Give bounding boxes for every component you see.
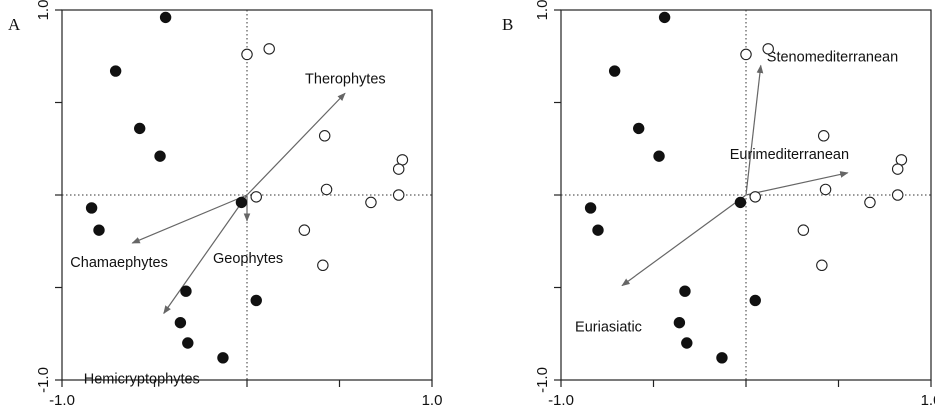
point-open bbox=[250, 191, 263, 203]
arrow-label-therophytes: Therophytes bbox=[305, 71, 386, 87]
point-open bbox=[320, 183, 333, 196]
point-filled bbox=[159, 11, 172, 24]
point-filled bbox=[134, 122, 146, 135]
point-open bbox=[241, 48, 253, 61]
point-filled bbox=[217, 352, 229, 364]
point-filled bbox=[180, 285, 192, 297]
point-open bbox=[817, 130, 830, 142]
point-filled bbox=[658, 11, 671, 24]
point-open bbox=[816, 259, 828, 272]
arrow-label-stenomediterranean: Stenomediterranean bbox=[767, 50, 898, 66]
y-tick-label: 1.0 bbox=[35, 0, 52, 20]
point-open bbox=[365, 196, 377, 209]
point-open bbox=[318, 130, 331, 142]
arrow-label-geophytes: Geophytes bbox=[213, 251, 283, 267]
arrow-chamaephytes bbox=[131, 194, 248, 244]
point-filled bbox=[608, 65, 621, 77]
x-tick-label: -1.0 bbox=[548, 392, 574, 409]
point-open bbox=[317, 259, 329, 272]
point-filled bbox=[154, 150, 166, 162]
point-filled bbox=[681, 337, 693, 349]
point-filled bbox=[653, 150, 665, 162]
y-tick-label: -1.0 bbox=[35, 367, 52, 393]
panel-b: B -1.0 1.0 -1.0 1.0 Stenomediterranean Eurimed… bbox=[502, 0, 935, 409]
point-open bbox=[392, 189, 405, 201]
point-filled bbox=[734, 196, 747, 209]
arrow-label-euriasiatic: Euriasiatic bbox=[575, 320, 642, 336]
point-filled bbox=[673, 316, 686, 329]
x-tick-label: -1.0 bbox=[49, 392, 75, 409]
point-filled bbox=[679, 285, 691, 297]
arrow-label-hemicryptophytes: Hemicryptophytes bbox=[84, 371, 200, 387]
panel-letter: B bbox=[502, 15, 513, 34]
point-open bbox=[392, 163, 405, 175]
point-filled bbox=[174, 316, 187, 329]
point-open bbox=[797, 224, 810, 236]
y-tick-label: 1.0 bbox=[534, 0, 551, 20]
point-open bbox=[762, 43, 774, 55]
arrow-label-eurimediterranean: Eurimediterranean bbox=[730, 147, 849, 163]
arrow-stenomediterranean bbox=[745, 64, 764, 196]
panel-letter: A bbox=[8, 15, 21, 34]
point-open bbox=[819, 183, 832, 196]
arrow-label-chamaephytes: Chamaephytes bbox=[70, 255, 168, 271]
point-filled bbox=[584, 202, 597, 214]
y-tick-label: -1.0 bbox=[534, 367, 551, 393]
arrow-therophytes bbox=[246, 92, 346, 196]
point-filled bbox=[749, 294, 761, 307]
point-filled bbox=[716, 352, 728, 364]
arrow-euriasiatic bbox=[621, 194, 747, 287]
point-filled bbox=[109, 65, 122, 77]
point-open bbox=[891, 189, 904, 201]
point-filled bbox=[250, 294, 262, 307]
point-open bbox=[263, 43, 275, 55]
arrow-eurimediterranean bbox=[745, 171, 849, 196]
point-open bbox=[298, 224, 311, 236]
point-filled bbox=[633, 122, 645, 135]
point-open bbox=[864, 196, 876, 209]
point-open bbox=[891, 163, 904, 175]
arrow-hemicryptophytes bbox=[163, 194, 248, 315]
point-filled bbox=[85, 202, 98, 214]
point-filled bbox=[235, 196, 248, 209]
point-filled bbox=[592, 224, 604, 236]
point-filled bbox=[93, 224, 105, 236]
panel-a: A -1.0 1.0 -1.0 1.0 Therophytes Geophytes Chama… bbox=[8, 0, 442, 409]
point-open bbox=[740, 48, 752, 61]
x-tick-label: 1.0 bbox=[921, 392, 935, 409]
point-open bbox=[749, 191, 761, 203]
x-tick-label: 1.0 bbox=[422, 392, 443, 409]
point-filled bbox=[182, 337, 194, 349]
